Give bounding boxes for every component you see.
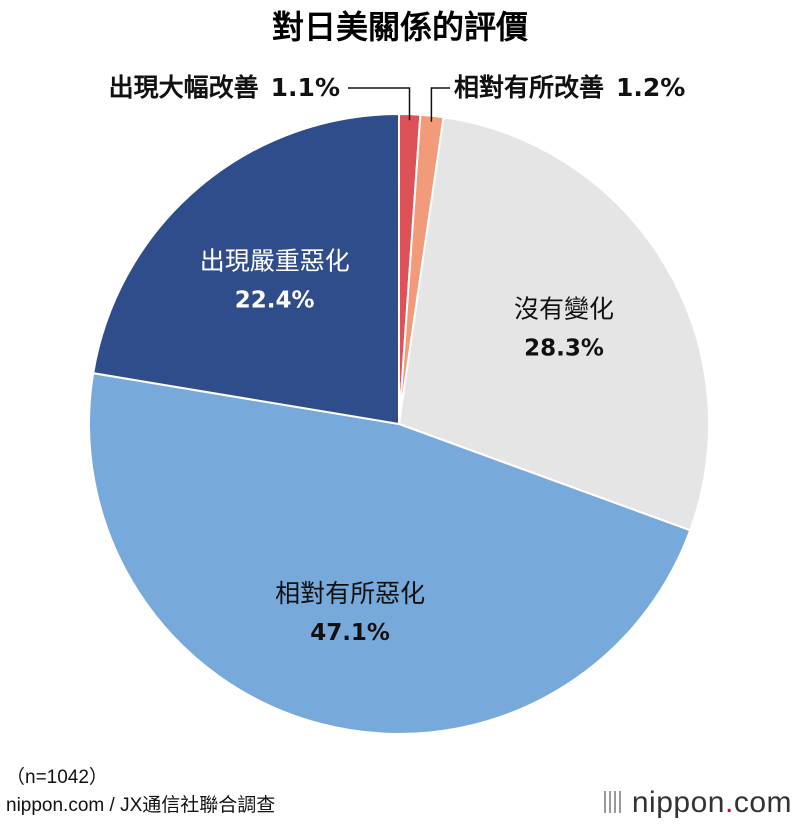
callout-category: 出現大幅改善 <box>109 73 259 102</box>
logo-tld: com <box>733 786 792 819</box>
slice-value-label: 47.1% <box>310 620 390 646</box>
leader-line <box>430 87 450 122</box>
logo-name: nippon <box>631 786 725 819</box>
callout-value: 1.1% <box>271 73 340 102</box>
chart-title: 對日美關係的評價 <box>272 8 529 46</box>
source-credit: nippon.com / JX通信社聯合調查 <box>6 795 276 816</box>
pie-slice <box>397 116 710 532</box>
slice-value-label: 28.3% <box>524 336 604 362</box>
slice-label: 沒有變化 <box>514 295 614 324</box>
callout-value: 1.2% <box>616 73 685 102</box>
logo-dot: . <box>724 786 734 819</box>
slice-label: 相對有所惡化 <box>275 579 425 608</box>
callout-label: 出現大幅改善 1.1% <box>109 73 340 102</box>
pie-slice <box>88 371 692 735</box>
slice-labels: 出現大幅改善 1.1% 相對有所改善 1.2% 沒有變化 28.3% 相對有所惡化 47.1%… <box>109 73 686 646</box>
nippon-logo: nippon.com <box>603 786 792 821</box>
callout-leader-lines <box>348 87 450 122</box>
slice-label: 出現嚴重惡化 <box>200 246 350 275</box>
pie-slice <box>92 112 400 426</box>
slice-value-label: 22.4% <box>235 287 315 313</box>
sample-size-note: （n=1042） <box>6 767 108 788</box>
leader-line <box>348 87 411 121</box>
pie-slices <box>88 112 710 735</box>
callout-category: 相對有所改善 <box>454 73 604 102</box>
logo-bars-icon <box>603 787 624 821</box>
callout-label: 相對有所改善 1.2% <box>454 73 685 102</box>
